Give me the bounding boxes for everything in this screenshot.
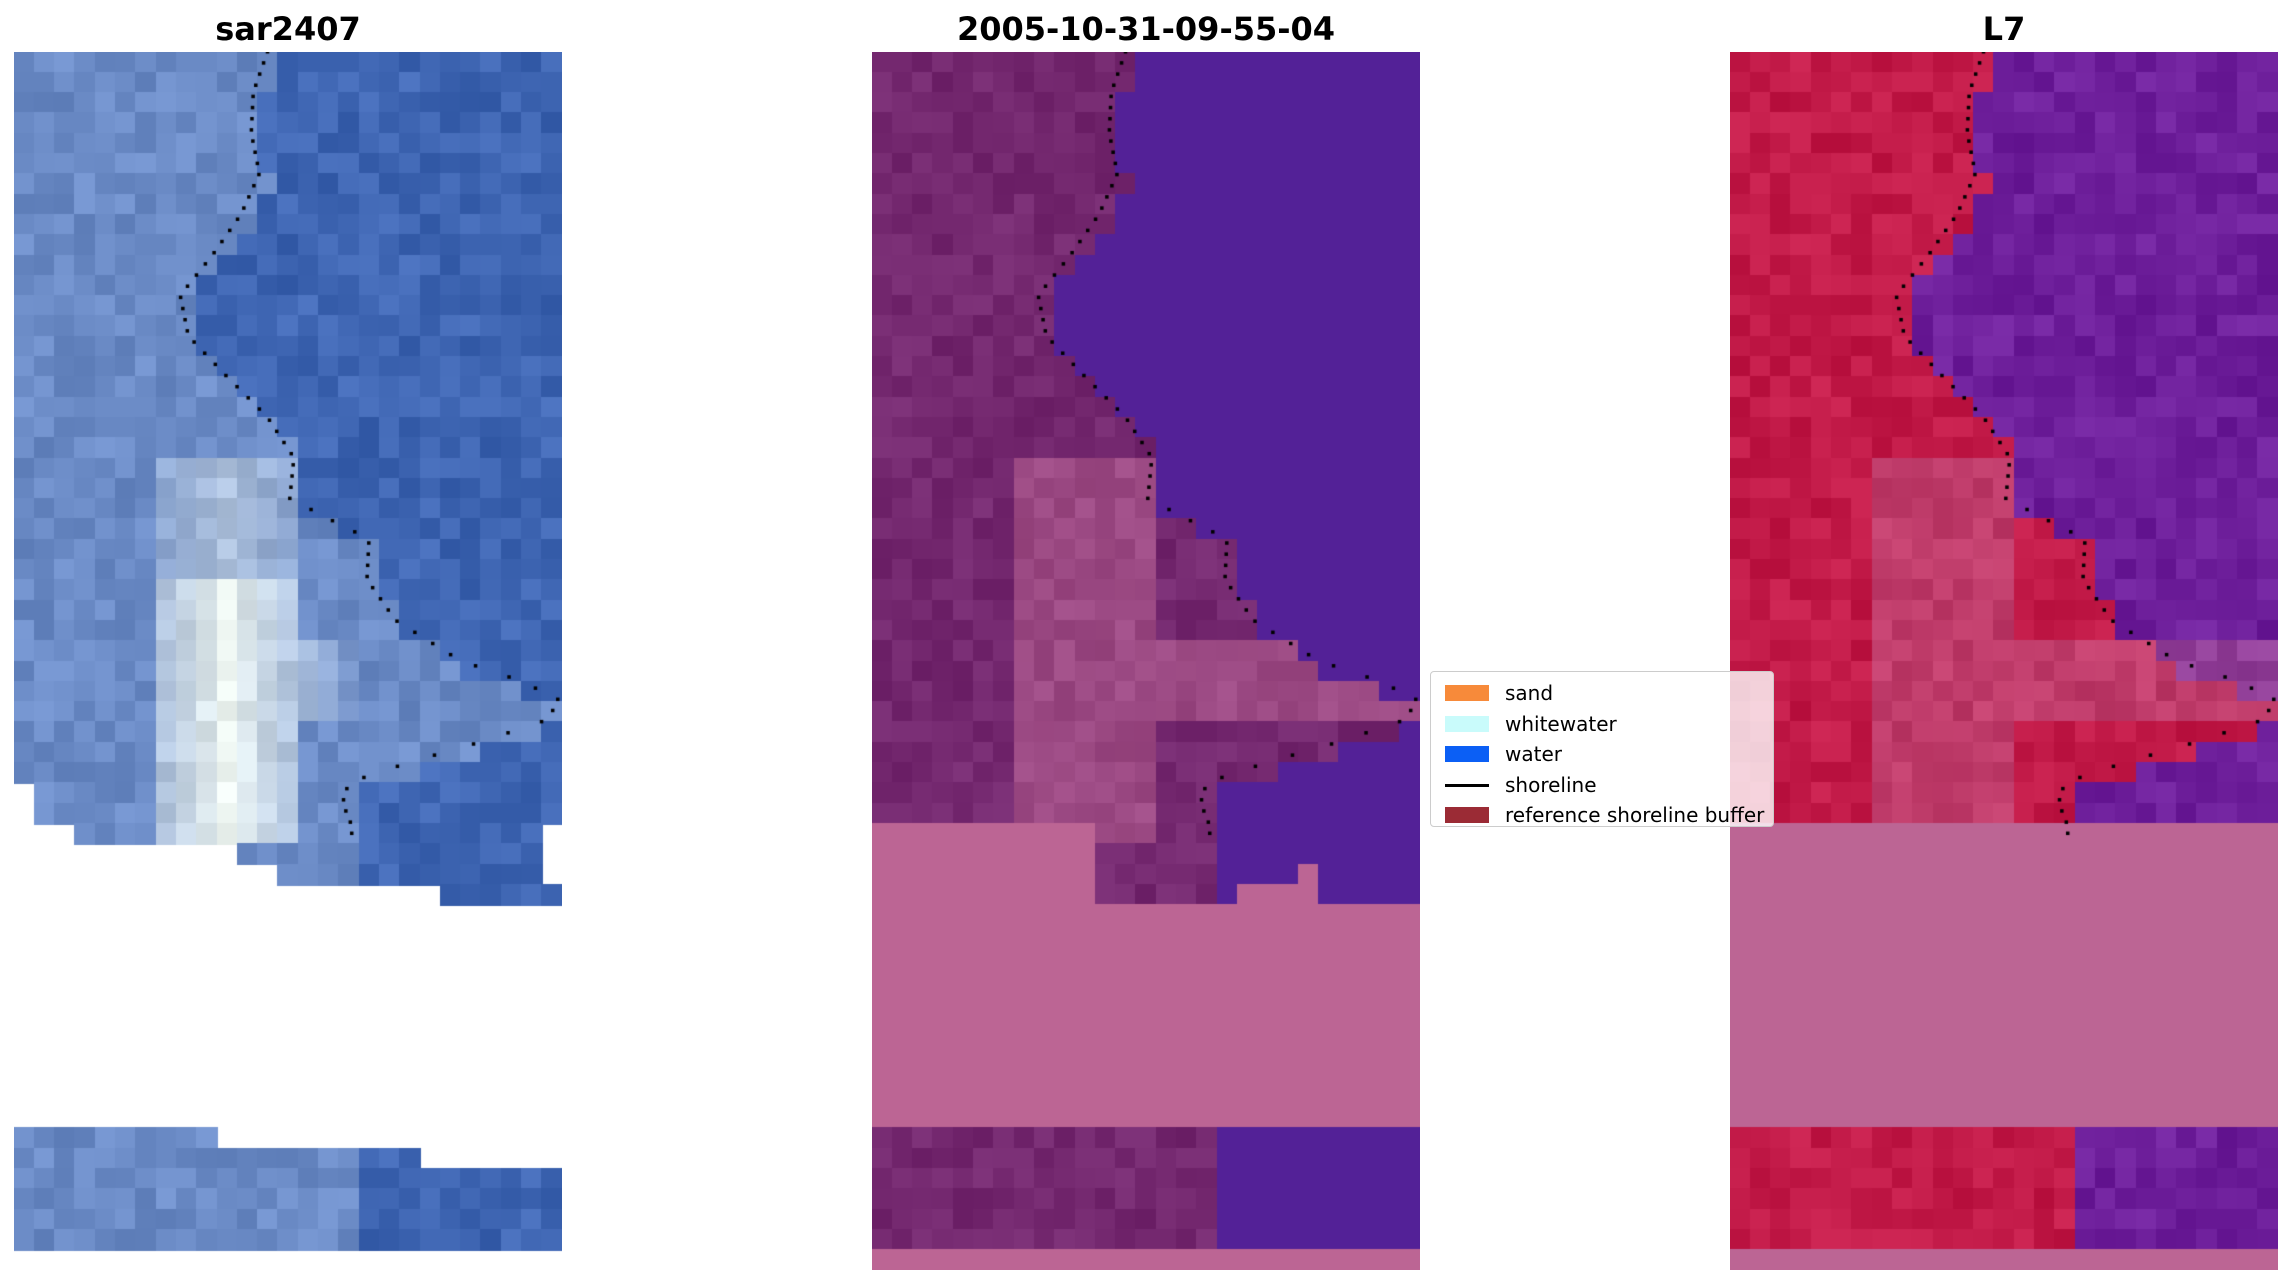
legend-item-shoreline: shoreline xyxy=(1439,770,1773,801)
legend-swatch-whitewater xyxy=(1445,715,1489,732)
legend-item-water: water xyxy=(1439,739,1773,770)
legend-label: sand xyxy=(1505,681,1554,705)
legend-label: whitewater xyxy=(1505,711,1617,736)
panel-title-rgb: sar2407 xyxy=(215,10,361,48)
classified-image-panel xyxy=(872,52,1420,1270)
legend-item-sand: sand xyxy=(1439,678,1773,709)
legend: sand whitewater water shoreline referenc… xyxy=(1430,671,1774,827)
legend-label: water xyxy=(1505,742,1562,766)
legend-line-shoreline xyxy=(1445,783,1489,787)
legend-item-reference-buffer: reference shoreline buffer xyxy=(1439,800,1773,831)
rgb-image-panel xyxy=(14,52,562,1270)
panel-title-index: L7 xyxy=(1982,10,2026,48)
legend-item-whitewater: whitewater xyxy=(1439,709,1773,740)
legend-swatch-water xyxy=(1445,746,1489,762)
legend-label: reference shoreline buffer xyxy=(1505,803,1765,827)
legend-swatch-sand xyxy=(1445,685,1489,701)
legend-label: shoreline xyxy=(1505,772,1597,797)
legend-swatch-reference-buffer xyxy=(1445,807,1489,823)
panel-title-classified: 2005-10-31-09-55-04 xyxy=(956,10,1336,48)
index-image-panel xyxy=(1730,52,2278,1270)
